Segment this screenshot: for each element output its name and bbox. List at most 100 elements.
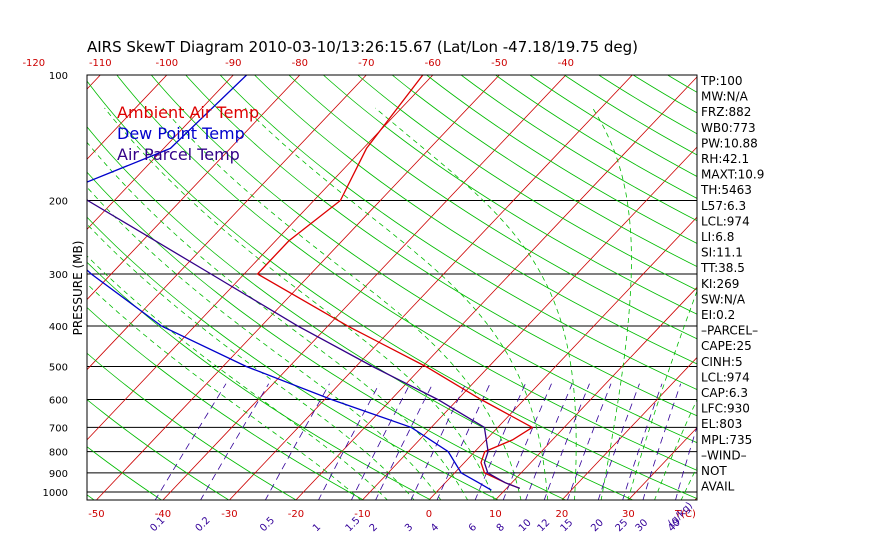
dry-adiabat-line (494, 75, 697, 199)
moist-adiabat-line (87, 283, 362, 500)
dry-adiabat-line (87, 126, 634, 500)
dry-adiabat-line (219, 75, 697, 390)
pressure-tick-label: 500 (49, 362, 68, 373)
mixing-ratio-line (622, 383, 663, 500)
mixing-ratio-tick-label: 2 (368, 522, 380, 534)
pressure-tick-label: 100 (49, 71, 68, 82)
index-label: CINH:5 (701, 355, 743, 369)
mixing-ratio-tick-label: 1 (311, 522, 323, 534)
pressure-tick-label: 600 (49, 395, 68, 406)
bottom-temp-tick-label: 30 (622, 509, 635, 520)
moist-adiabat-line (244, 107, 549, 500)
index-label: LCL:974 (701, 370, 750, 384)
pressure-tick-label: 900 (49, 469, 68, 480)
index-label: FRZ:882 (701, 105, 751, 119)
mixing-ratio-line (675, 425, 697, 500)
index-label: –PARCEL– (701, 324, 758, 338)
moist-adiabat-line (592, 107, 632, 500)
moist-adiabat-line (654, 398, 697, 500)
isotherm-line (561, 356, 697, 500)
index-label: TT:38.5 (700, 261, 745, 275)
bottom-temp-tick-label: 20 (556, 509, 569, 520)
top-temp-tick-label: -100 (155, 58, 178, 69)
index-label: AVAIL (701, 480, 735, 494)
dry-adiabat-line (357, 75, 697, 291)
moist-adiabat-line (87, 223, 415, 500)
mixing-ratio-line (502, 383, 552, 500)
bottom-temp-tick-label: 10 (489, 509, 502, 520)
moist-adiabat-line (87, 141, 469, 500)
dry-adiabat-line (87, 352, 297, 500)
dry-adiabat-line (322, 75, 697, 315)
index-label: LCL:974 (701, 214, 750, 228)
isotherm-line (361, 146, 697, 500)
index-label: MW:N/A (701, 90, 749, 104)
dry-adiabat-line (529, 75, 697, 177)
dry-adiabat-line (460, 75, 697, 222)
dry-adiabat-line (87, 171, 567, 500)
moist-adiabat-line (375, 107, 577, 500)
isotherm-line (87, 75, 234, 230)
mixing-ratio-line (200, 383, 270, 500)
isotherm-line (162, 75, 567, 500)
chart-title: AIRS SkewT Diagram 2010-03-10/13:26:15.6… (87, 38, 638, 56)
index-label: MPL:735 (701, 433, 752, 447)
index-label: RH:42.1 (701, 152, 749, 166)
dry-adiabat-line (87, 80, 697, 500)
isotherm-line (827, 66, 870, 501)
mixing-ratio-tick-label: 30 (634, 517, 651, 534)
index-label: KI:269 (701, 277, 739, 291)
top-temp-tick-label: -120 (22, 58, 45, 69)
top-temp-tick-label: -60 (425, 58, 441, 69)
moist-adiabat-line (162, 107, 522, 500)
mixing-ratio-line (436, 383, 491, 500)
dry-adiabat-line (796, 70, 870, 502)
mixing-ratio-line (375, 383, 434, 500)
mixing-ratio-line (567, 383, 612, 500)
index-label: CAP:6.3 (701, 386, 748, 400)
index-label: L57:6.3 (701, 199, 746, 213)
top-temp-tick-label: -110 (89, 58, 112, 69)
pressure-tick-label: 300 (49, 270, 68, 281)
dry-adiabat-line (288, 75, 697, 340)
isotherm-line (494, 286, 697, 500)
index-label: SW:N/A (701, 292, 746, 306)
dry-adiabat-line (87, 306, 365, 500)
legend-ambient: Ambient Air Temp (117, 103, 259, 122)
mixing-ratio-line (642, 383, 682, 500)
index-label: NOT (701, 464, 727, 478)
dry-adiabat-line (87, 216, 500, 500)
mixing-ratio-line (264, 383, 330, 500)
moist-adiabat-line (104, 107, 495, 500)
index-label: WB0:773 (701, 121, 756, 135)
index-label: EL:803 (701, 417, 742, 431)
index-label: TH:5463 (700, 183, 752, 197)
index-label: EI:0.2 (701, 308, 735, 322)
index-label: SI:11.1 (701, 246, 743, 260)
legend-parcel: Air Parcel Temp (117, 145, 240, 164)
bottom-temp-tick-label: -40 (155, 509, 171, 520)
dry-adiabat-line (391, 75, 697, 267)
mixing-ratio-line (350, 383, 411, 500)
isotherm-line (761, 66, 870, 501)
dry-adiabat-line (150, 75, 697, 444)
isotherm-line (0, 66, 43, 501)
isotherm-line (228, 75, 633, 500)
index-label: LFC:930 (701, 402, 750, 416)
ambient-profile-line (256, 75, 534, 489)
dry-adiabat-line (830, 70, 870, 502)
y-axis-label: PRESSURE (MB) (71, 241, 85, 336)
mixing-ratio-line (525, 383, 573, 500)
isotherm-line (87, 75, 101, 90)
mixing-ratio-tick-label: 0.5 (258, 515, 277, 534)
legend-dewpoint: Dew Point Temp (117, 124, 245, 143)
isotherm-line (87, 75, 434, 441)
pressure-tick-label: 700 (49, 423, 68, 434)
top-temp-tick-label: -70 (358, 58, 374, 69)
dry-adiabat-line (666, 75, 697, 93)
dry-adiabat-line (253, 75, 697, 365)
pressure-tick-label: 200 (49, 197, 68, 208)
index-label: CAPE:25 (701, 339, 752, 353)
mixing-ratio-tick-label: 8 (495, 522, 507, 534)
top-temp-tick-label: -40 (558, 58, 574, 69)
